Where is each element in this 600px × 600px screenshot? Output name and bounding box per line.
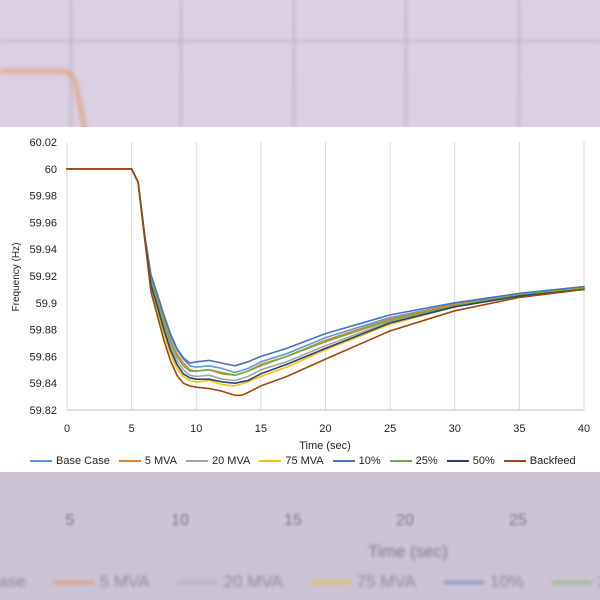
legend-item: 75 MVA [259, 455, 324, 467]
bg-legend-item: 10% [443, 572, 524, 591]
bg-curve [0, 69, 88, 135]
bg-gridline [0, 40, 600, 42]
legend-item: Base Case [30, 455, 110, 467]
y-tick-labels: 59.82 59.84 59.86 59.88 59.9 59.92 59.94 59.96 5… [29, 137, 57, 417]
bg-x-axis-title: Time (sec) [368, 542, 448, 561]
y-tick-label: 59.82 [29, 405, 57, 417]
bg-legend-label: 5 MVA [99, 572, 150, 591]
x-tick-label: 10 [190, 423, 202, 435]
bg-legend-label: 20 MVA [223, 572, 283, 591]
legend-label: Base Case [56, 455, 110, 467]
bg-legend-item: Case [0, 572, 26, 591]
series-line-backfeed [66, 168, 585, 397]
x-tick-label: 20 [319, 423, 331, 435]
bg-x-tick-label: 20 [396, 512, 414, 529]
legend-swatch [389, 460, 412, 462]
chart-card: 59.82 59.84 59.86 59.88 59.9 59.92 59.94 59.96 5… [0, 127, 600, 472]
x-tick-label: 5 [129, 423, 135, 435]
bg-legend-item: 25% [551, 572, 600, 591]
bg-legend-item: 75 MVA [310, 572, 416, 591]
x-tick-label: 25 [384, 423, 396, 435]
y-tick-label: 60 [45, 164, 57, 176]
legend-swatch [446, 460, 469, 462]
chart-legend: Base Case 5 MVA 20 MVA 75 MVA 10% 25% 50% Backf… [30, 455, 600, 467]
y-tick-label: 59.98 [29, 191, 57, 203]
legend-swatch [259, 460, 282, 462]
legend-swatch [186, 460, 209, 462]
y-axis-title: Frequency (Hz) [11, 243, 22, 312]
y-tick-label: 59.96 [29, 217, 57, 229]
x-tick-label: 15 [255, 423, 267, 435]
legend-swatch [332, 460, 355, 462]
legend-item: Backfeed [503, 455, 576, 467]
x-tick-label: 40 [578, 423, 590, 435]
grid [66, 142, 585, 410]
y-tick-label: 59.94 [29, 244, 57, 256]
bg-legend-swatch [310, 581, 351, 585]
y-tick-label: 59.9 [36, 298, 57, 310]
legend-label: 75 MVA [285, 455, 324, 467]
legend-swatch [503, 460, 526, 462]
line-chart: 59.82 59.84 59.86 59.88 59.9 59.92 59.94 59.96 5… [11, 137, 590, 452]
bg-legend-label: 75 MVA [356, 572, 416, 591]
bg-legend-swatch [53, 581, 94, 585]
bg-x-tick-label: 5 [65, 512, 75, 529]
legend-label: 10% [358, 455, 381, 467]
legend-item: 50% [446, 455, 495, 467]
x-axis-title: Time (sec) [299, 440, 351, 452]
x-tick-label: 30 [449, 423, 461, 435]
legend-label: 20 MVA [212, 455, 251, 467]
x-tick-labels: 0 5 10 15 20 25 30 35 40 [64, 423, 590, 435]
bg-x-tick-label: 15 [284, 512, 302, 529]
bg-legend-label: Case [0, 572, 26, 591]
y-tick-label: 59.88 [29, 325, 57, 337]
legend-label: 50% [472, 455, 495, 467]
bg-legend-swatch [551, 581, 592, 585]
y-tick-label: 59.92 [29, 271, 57, 283]
y-tick-label: 59.84 [29, 378, 57, 390]
x-tick-label: 0 [64, 423, 70, 435]
legend-item: 20 MVA [186, 455, 250, 467]
legend-item: 25% [389, 455, 438, 467]
bg-legend-swatch [443, 581, 484, 585]
series-layer [66, 168, 585, 397]
y-tick-label: 59.86 [29, 351, 57, 363]
bg-bottom-band [0, 472, 600, 600]
bg-legend-item: 20 MVA [177, 572, 283, 591]
legend-swatch [118, 460, 141, 462]
bg-legend-label: 25% [598, 572, 600, 591]
bg-legend-label: 10% [489, 572, 524, 591]
x-tick-label: 35 [513, 423, 525, 435]
bg-legend: Case 5 MVA 20 MVA 75 MVA 10% 25% [0, 572, 600, 592]
bg-x-tick-label: 10 [171, 512, 189, 529]
legend-label: 5 MVA [144, 455, 178, 467]
legend-swatch [30, 460, 52, 462]
bg-legend-item: 5 MVA [53, 572, 150, 591]
y-tick-label: 60.02 [29, 137, 57, 149]
legend-label: Backfeed [529, 455, 576, 467]
legend-label: 25% [415, 455, 438, 467]
bg-legend-swatch [177, 581, 218, 585]
bg-x-tick-label: 25 [509, 512, 527, 529]
legend-item: 5 MVA [118, 455, 178, 467]
legend-item: 10% [332, 455, 381, 467]
